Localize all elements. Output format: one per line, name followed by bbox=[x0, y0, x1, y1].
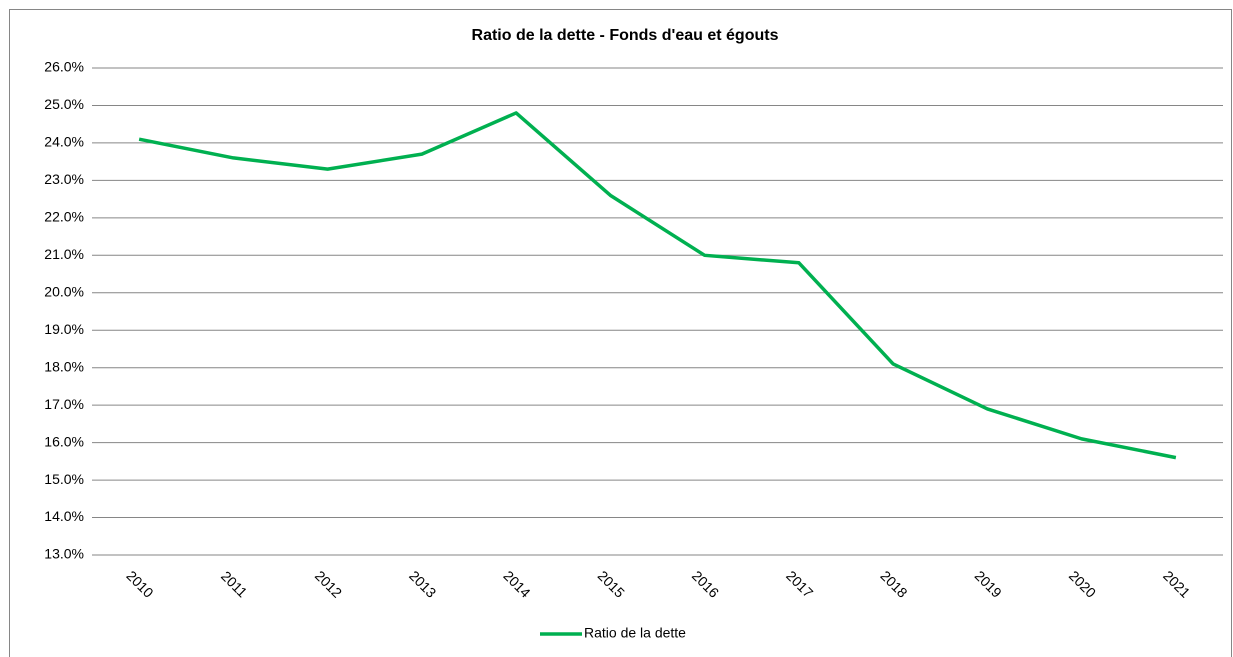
y-tick-label: 22.0% bbox=[44, 209, 84, 225]
y-tick-label: 19.0% bbox=[44, 321, 84, 337]
y-tick-label: 21.0% bbox=[44, 246, 84, 262]
y-tick-label: 25.0% bbox=[44, 96, 84, 112]
x-tick-label: 2011 bbox=[218, 568, 251, 601]
y-tick-label: 16.0% bbox=[44, 433, 84, 449]
y-tick-label: 20.0% bbox=[44, 283, 84, 299]
x-tick-label: 2016 bbox=[689, 567, 722, 600]
y-tick-label: 24.0% bbox=[44, 134, 84, 150]
legend-label: Ratio de la dette bbox=[584, 625, 686, 641]
line bbox=[138, 111, 1177, 460]
y-tick-label: 13.0% bbox=[44, 546, 84, 562]
chart-border bbox=[9, 9, 1232, 657]
x-tick-label: 2015 bbox=[595, 567, 628, 600]
x-tick-label: 2017 bbox=[783, 567, 816, 600]
y-tick-label: 18.0% bbox=[44, 358, 84, 374]
x-tick-label: 2013 bbox=[406, 567, 439, 600]
chart-title: Ratio de la dette - Fonds d'eau et égout… bbox=[472, 27, 779, 44]
x-tick-label: 2012 bbox=[312, 567, 345, 600]
x-tick-label: 2019 bbox=[972, 567, 1005, 600]
y-tick-label: 14.0% bbox=[44, 508, 84, 524]
y-tick-label: 17.0% bbox=[44, 396, 84, 412]
x-tick-label: 2021 bbox=[1160, 567, 1193, 600]
y-tick-label: 26.0% bbox=[44, 59, 84, 75]
y-tick-label: 15.0% bbox=[44, 471, 84, 487]
y-tick-label: 23.0% bbox=[44, 171, 84, 187]
x-tick-label: 2014 bbox=[500, 567, 533, 600]
x-tick-label: 2010 bbox=[123, 567, 156, 600]
x-tick-label: 2018 bbox=[877, 567, 910, 600]
x-tick-label: 2020 bbox=[1066, 567, 1099, 600]
